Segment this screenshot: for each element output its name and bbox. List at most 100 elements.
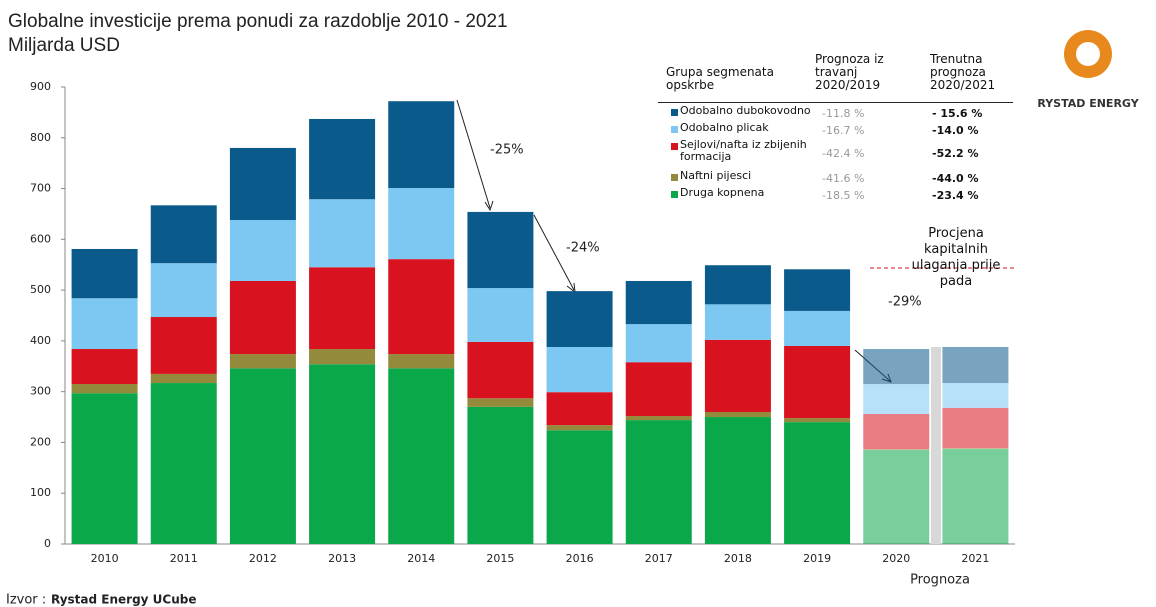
- x-tick-label: 2014: [407, 552, 435, 565]
- bar-segment: [150, 263, 217, 318]
- y-tick-label: 300: [30, 385, 51, 398]
- y-tick-label: 500: [30, 283, 51, 296]
- bar-segment: [309, 118, 376, 200]
- y-tick-label: 900: [30, 80, 51, 93]
- bar-segment: [784, 345, 851, 419]
- forecast-label: Prognoza: [910, 573, 970, 588]
- bar-segment: [71, 298, 138, 350]
- x-tick-label: 2010: [91, 552, 119, 565]
- bar-segment: [784, 310, 851, 346]
- bar-segment: [467, 406, 534, 544]
- bar-segment: [625, 324, 692, 363]
- bar-segment: [784, 422, 851, 544]
- legend-current: -23.4 %: [932, 189, 979, 202]
- pre-crash-label: Procjena kapitalnih ulaganja prije pada: [911, 226, 1001, 289]
- legend-label: Naftni pijesci: [680, 169, 752, 182]
- x-tick-label: 2013: [328, 552, 356, 565]
- bar-segment: [942, 407, 1009, 449]
- bar-segment: [546, 430, 613, 544]
- bar-segment: [467, 211, 534, 289]
- bar-segment: [863, 384, 930, 415]
- bar-segment: [388, 354, 455, 369]
- bar-segment: [309, 349, 376, 365]
- bar-segment: [229, 354, 296, 369]
- bar-segment: [625, 416, 692, 421]
- y-tick-label: 700: [30, 182, 51, 195]
- y-tick-label: 600: [30, 232, 51, 245]
- bar-segment: [71, 349, 138, 385]
- y-tick-label: 800: [30, 131, 51, 144]
- y-tick-label: 100: [30, 486, 51, 499]
- bar-segment: [625, 362, 692, 417]
- legend-header: Prognoza iz travanj 2020/2019: [815, 52, 884, 92]
- y-tick-label: 200: [30, 435, 51, 448]
- x-tick-label: 2012: [249, 552, 277, 565]
- legend-prior: -11.8 %: [822, 107, 865, 120]
- bar-segment: [309, 267, 376, 350]
- bar-segment: [229, 220, 296, 281]
- legend-swatch: [671, 174, 678, 181]
- bar-segment: [229, 368, 296, 544]
- bar-segment: [150, 205, 217, 264]
- x-tick-label: 2021: [961, 552, 989, 565]
- source: Rystad Energy UCube: [51, 593, 196, 607]
- legend-current: - 15.6 %: [932, 107, 983, 120]
- bar-segment: [388, 101, 455, 189]
- bar-segment: [704, 265, 771, 305]
- legend-current: -14.0 %: [932, 124, 979, 137]
- legend-header: Grupa segmenata opskrbe: [666, 65, 774, 92]
- legend-swatch: [671, 143, 678, 150]
- bar-segment: [546, 291, 613, 347]
- bar-segment: [229, 147, 296, 221]
- bar-segment: [863, 449, 930, 451]
- bar-segment: [942, 448, 1009, 450]
- x-tick-label: 2015: [486, 552, 514, 565]
- logo: RYSTAD ENERGY: [1037, 97, 1139, 110]
- bar-segment: [704, 339, 771, 412]
- bar-segment: [229, 280, 296, 355]
- forecast-divider: [931, 347, 941, 544]
- bar-segment: [71, 393, 138, 544]
- legend-swatch: [671, 126, 678, 133]
- bar-segment: [942, 383, 1009, 408]
- bar-segment: [942, 346, 1009, 384]
- bar-segment: [71, 384, 138, 394]
- bar-segment: [784, 418, 851, 423]
- bar-segment: [863, 414, 930, 450]
- x-tick-label: 2017: [645, 552, 673, 565]
- bar-segment: [546, 346, 613, 393]
- bar-segment: [704, 417, 771, 544]
- bar-segment: [546, 425, 613, 431]
- y-tick-label: 400: [30, 334, 51, 347]
- bar-segment: [784, 269, 851, 311]
- source-prefix: Izvor :: [6, 593, 46, 607]
- logo-mark: [1076, 42, 1100, 66]
- chart-title: Globalne investicije prema ponudi za raz…: [8, 11, 508, 32]
- legend-current: -52.2 %: [932, 147, 979, 160]
- legend-header: Trenutna prognoza 2020/2021: [930, 52, 996, 92]
- legend-label: Odobalno dubokovodno: [680, 104, 811, 117]
- bar-segment: [309, 364, 376, 544]
- bar-segment: [942, 449, 1009, 544]
- bar-segment: [467, 288, 534, 342]
- bar-segment: [546, 392, 613, 426]
- bar-segment: [150, 383, 217, 544]
- legend-prior: -42.4 %: [822, 147, 865, 160]
- chart-subtitle: Miljarda USD: [8, 35, 120, 56]
- bar-segment: [625, 420, 692, 544]
- legend-swatch: [671, 191, 678, 198]
- bar-segment: [388, 259, 455, 355]
- bar-segment: [704, 411, 771, 418]
- y-tick-label: 0: [44, 537, 51, 550]
- bar-segment: [309, 199, 376, 268]
- annotation: -25%: [490, 143, 524, 158]
- x-tick-label: 2011: [170, 552, 198, 565]
- x-tick-label: 2020: [882, 552, 910, 565]
- legend-prior: -16.7 %: [822, 124, 865, 137]
- bar-segment: [150, 373, 217, 384]
- x-tick-label: 2019: [803, 552, 831, 565]
- legend-swatch: [671, 109, 678, 116]
- bar-segment: [704, 304, 771, 340]
- annotation: -29%: [888, 295, 922, 310]
